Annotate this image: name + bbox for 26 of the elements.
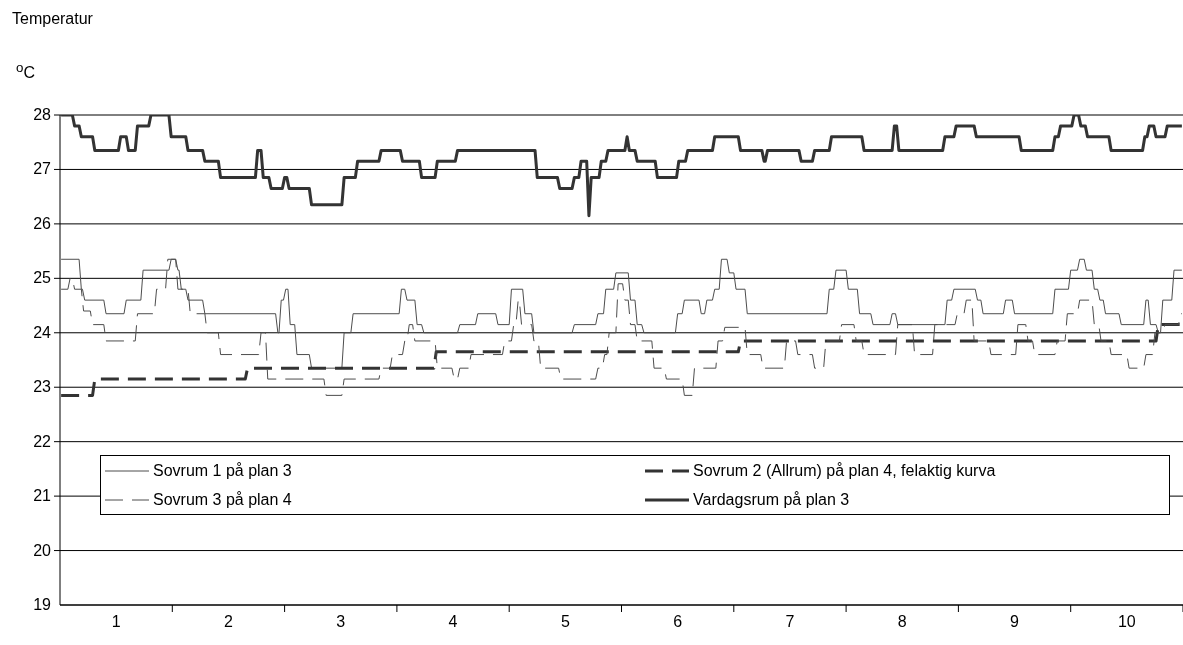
x-tick-label: 9 — [1010, 613, 1020, 630]
x-tick-label: 3 — [336, 613, 346, 630]
y-tick-label: 19 — [33, 596, 52, 613]
y-tick-label: 28 — [33, 106, 52, 123]
y-tick-label: 23 — [33, 378, 52, 396]
x-tick-label: 10 — [1117, 613, 1136, 630]
y-tick-label: 21 — [33, 487, 52, 505]
legend-label: Sovrum 1 på plan 3 — [153, 461, 292, 480]
y-axis-title: $^{o}$C — [16, 60, 35, 83]
legend-label: Sovrum 2 (Allrum) på plan 4, felaktig kurva — [693, 461, 996, 480]
y-tick-label: 26 — [33, 214, 52, 232]
x-tick-label: 8 — [897, 613, 907, 630]
chart-title: Temperatur — [12, 10, 93, 28]
y-tick-label: 27 — [33, 160, 52, 178]
x-tick-label: 5 — [560, 613, 570, 630]
x-tick-label: 1 — [111, 613, 121, 630]
x-tick-label: 2 — [224, 613, 233, 630]
x-tick-label: 4 — [448, 613, 458, 630]
legend-label: Sovrum 3 på plan 4 — [153, 490, 292, 509]
y-tick-label: 20 — [33, 541, 52, 559]
x-tick-label: 6 — [673, 613, 683, 630]
y-tick-label: 22 — [33, 432, 52, 450]
y-tick-label: 25 — [33, 269, 52, 287]
legend-label: Vardagsrum på plan 3 — [693, 490, 850, 509]
x-tick-label: 7 — [785, 613, 795, 630]
y-tick-label: 24 — [33, 323, 52, 341]
